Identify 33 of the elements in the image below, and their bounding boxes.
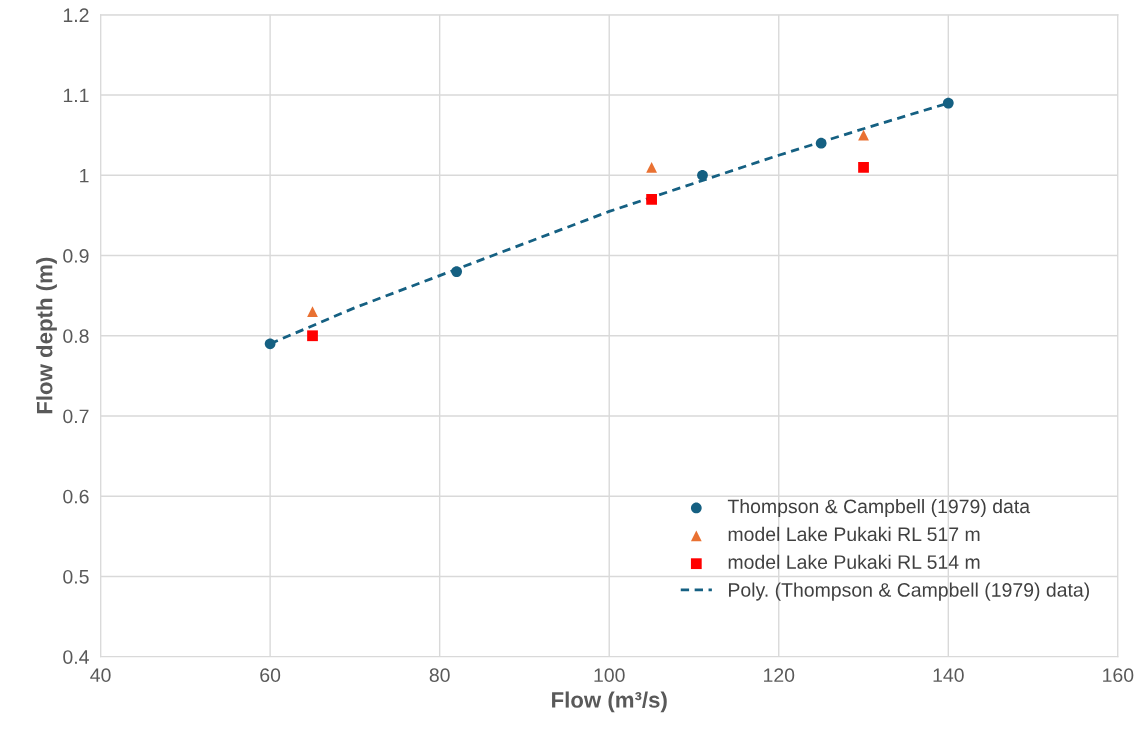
point xyxy=(646,161,657,173)
y-tick-label: 0.4 xyxy=(63,650,89,664)
point xyxy=(307,330,318,342)
point xyxy=(646,193,657,205)
x-tick-label: 40 xyxy=(90,668,111,683)
x-tick-label: 160 xyxy=(1103,668,1134,683)
point xyxy=(815,137,827,149)
x-tick-label: 140 xyxy=(933,668,964,683)
y-tick-label: 0.8 xyxy=(63,329,89,343)
y-tick-label: 1.1 xyxy=(63,88,89,103)
legend-label: Thompson & Campbell (1979) data xyxy=(727,498,1031,518)
point xyxy=(451,266,463,277)
y-tick-label: 1 xyxy=(80,168,89,183)
legend-label: model Lake Pukaki RL 514 m xyxy=(728,554,980,569)
point xyxy=(858,161,869,173)
y-tick-label: 1.2 xyxy=(63,8,89,22)
legend-label: model Lake Pukaki RL 517 m xyxy=(728,526,980,542)
point xyxy=(942,97,954,109)
y-tick-label: 0.9 xyxy=(63,248,89,263)
y-tick-label: 0.5 xyxy=(63,569,89,584)
x-tick-label: 100 xyxy=(594,668,625,683)
x-tick-label: 60 xyxy=(260,668,281,683)
x-tick-label: 120 xyxy=(764,668,795,683)
legend-label: Poly. (Thompson & Campbell (1979) data) xyxy=(729,582,1089,601)
y-tick-label: 0.6 xyxy=(63,489,89,504)
point xyxy=(307,306,318,318)
y-tick-label: 0.7 xyxy=(63,409,89,424)
point xyxy=(697,169,708,181)
point xyxy=(858,129,869,141)
y-axis-title: Flow depth (m) xyxy=(36,257,57,414)
x-tick-label: 80 xyxy=(429,668,450,683)
x-axis-title: Flow (m³/s) xyxy=(552,691,667,713)
point xyxy=(264,338,276,350)
